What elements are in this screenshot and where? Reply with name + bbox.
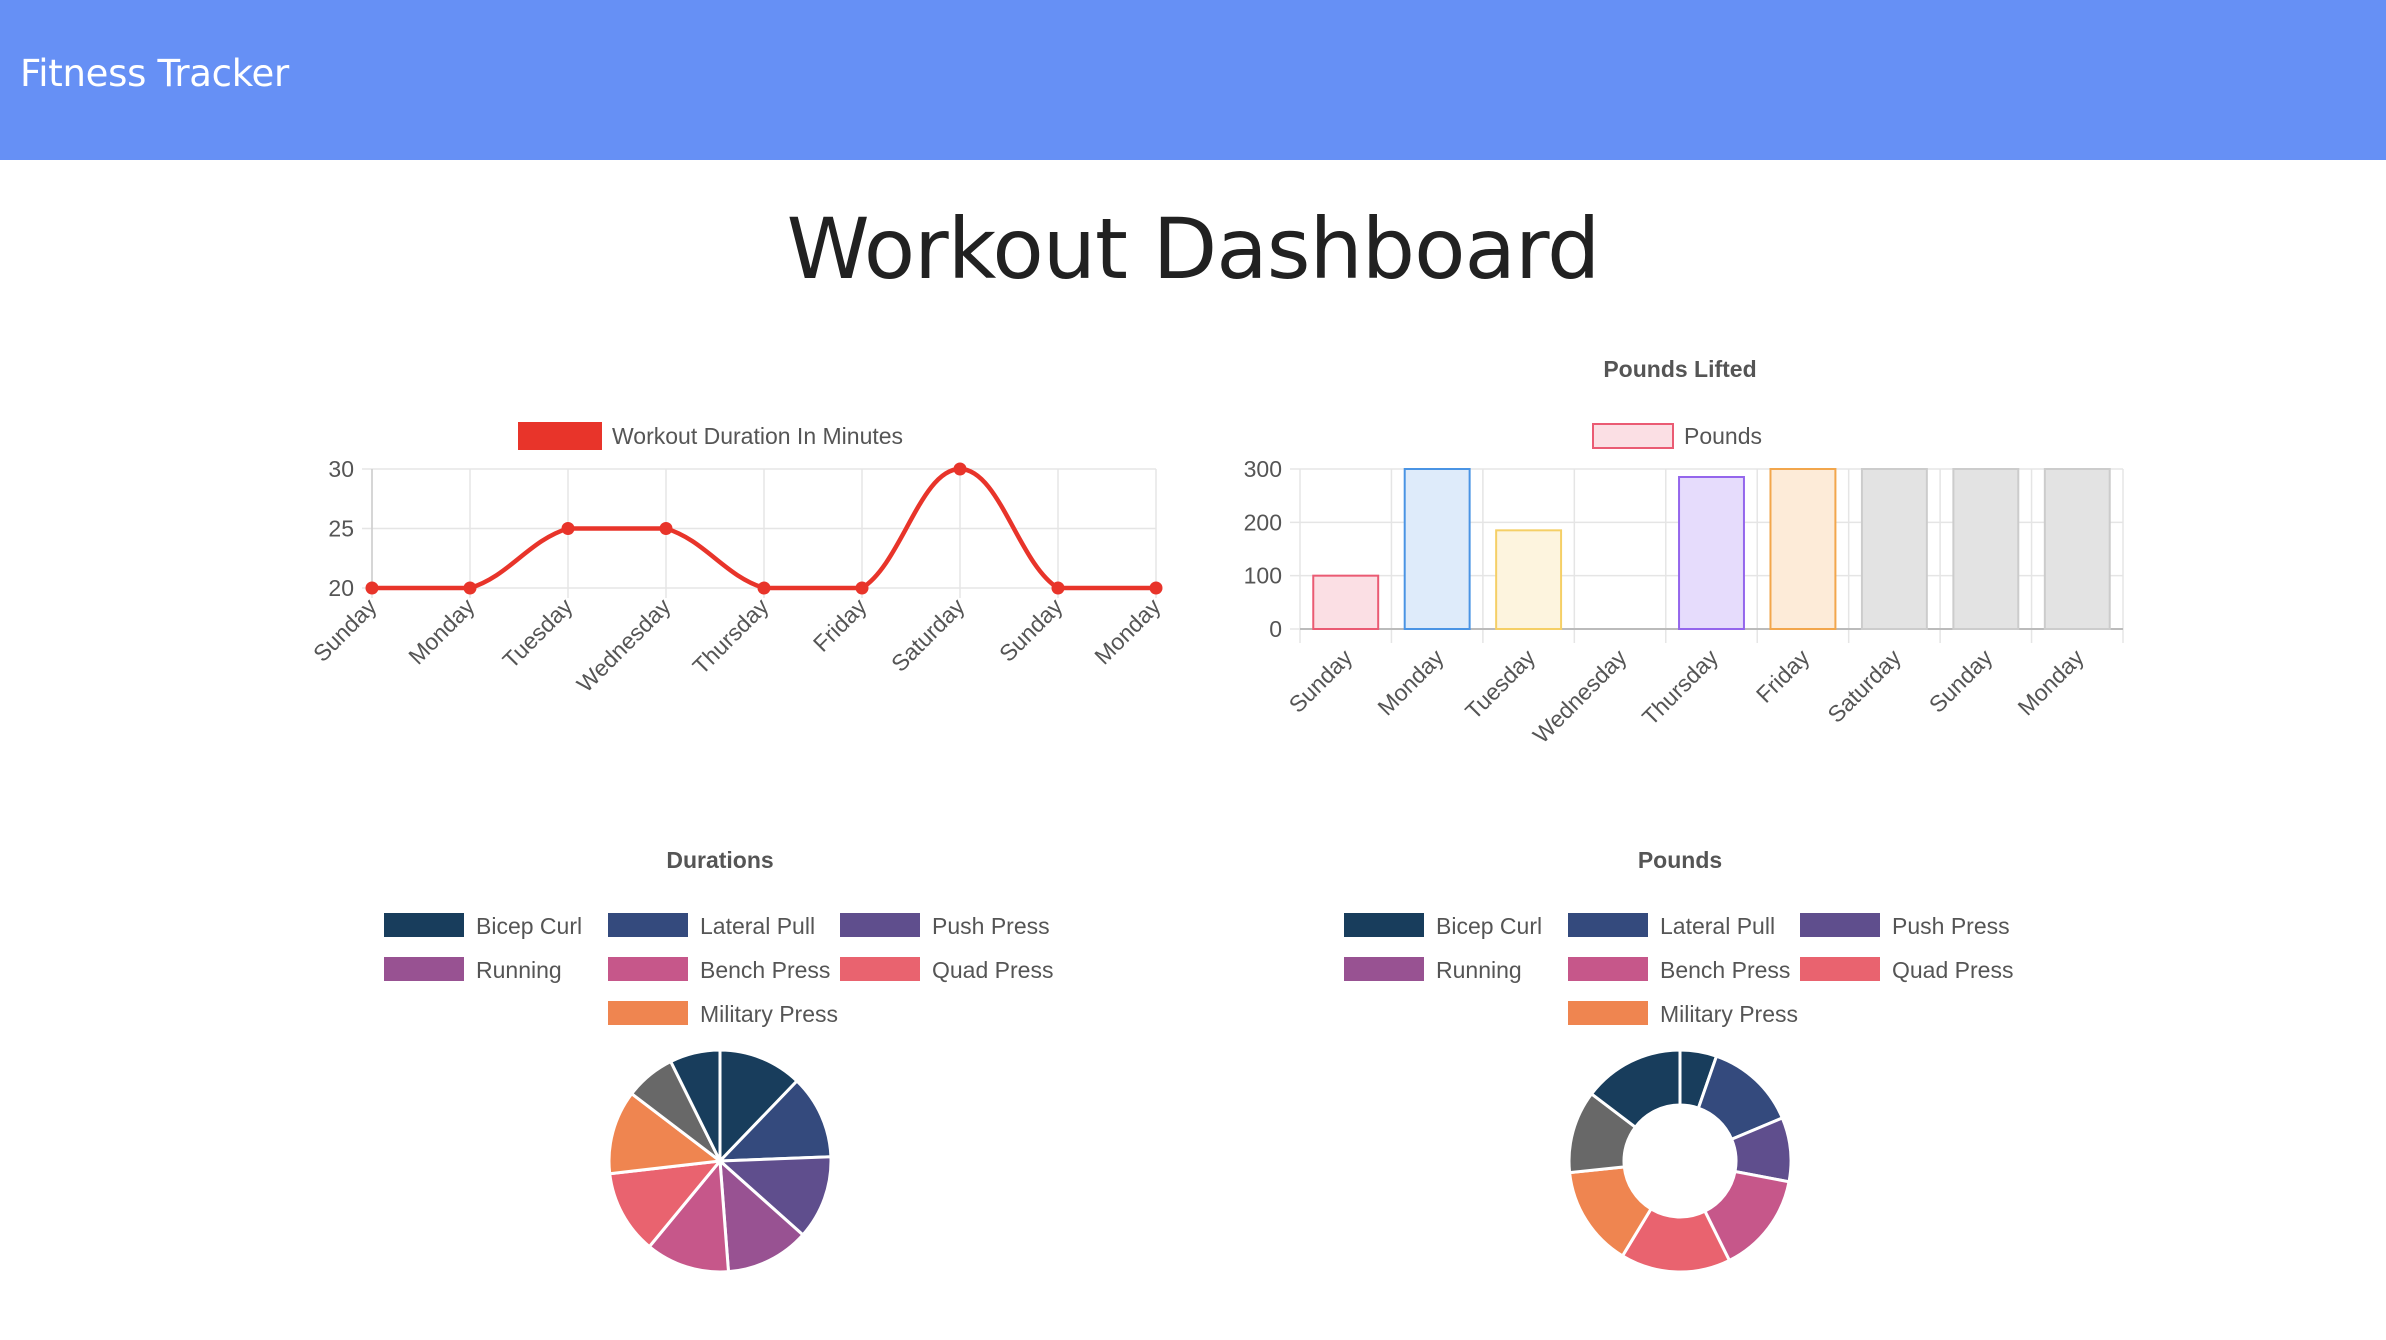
y-tick-label: 200: [1244, 509, 1282, 535]
bar[interactable]: [1952, 468, 2020, 630]
legend-swatch[interactable]: [1800, 957, 1880, 981]
legend-label: Pounds: [1684, 423, 1762, 449]
bar[interactable]: [1495, 529, 1563, 630]
slice[interactable]: [716, 1078, 833, 1163]
legend-label: Military Press: [700, 1001, 838, 1027]
series-line: [371, 466, 1156, 591]
legend-label: Quad Press: [1892, 957, 2013, 983]
legend-label: Lateral Pull: [700, 913, 815, 939]
data-point[interactable]: [561, 522, 575, 535]
bar[interactable]: [2043, 468, 2111, 630]
chart-title: Durations: [666, 847, 773, 873]
legend-swatch[interactable]: [840, 913, 920, 937]
legend-swatch[interactable]: [384, 957, 464, 981]
legend-label: Bicep Curl: [476, 913, 582, 939]
legend-swatch[interactable]: [1344, 957, 1424, 981]
navbar: Fitness Tracker: [0, 0, 2386, 160]
data-point[interactable]: [757, 581, 771, 595]
data-point[interactable]: [953, 462, 967, 476]
legend-label: Military Press: [1660, 1001, 1798, 1027]
legend-label: Quad Press: [932, 957, 1053, 983]
legend-swatch[interactable]: [518, 422, 602, 450]
y-tick-label: 100: [1244, 563, 1282, 589]
data-point[interactable]: [659, 522, 673, 535]
slice[interactable]: [607, 1091, 724, 1176]
legend-label: Bench Press: [700, 957, 830, 983]
slice[interactable]: [718, 1157, 805, 1274]
bar[interactable]: [1403, 468, 1471, 630]
legend-swatch[interactable]: [1800, 913, 1880, 937]
legend-swatch[interactable]: [384, 913, 464, 937]
navbar-brand[interactable]: Fitness Tracker: [20, 52, 289, 95]
y-tick-label: 300: [1244, 456, 1282, 482]
legend-label: Workout Duration In Minutes: [612, 423, 903, 449]
data-point[interactable]: [1149, 581, 1163, 595]
legend-swatch[interactable]: [608, 913, 688, 937]
y-tick-label: 25: [328, 516, 354, 542]
legend-label: Running: [476, 957, 562, 983]
legend-label: Lateral Pull: [1660, 913, 1775, 939]
data-point[interactable]: [463, 581, 477, 595]
slice[interactable]: [647, 1157, 731, 1274]
slice[interactable]: [1589, 1048, 1682, 1130]
bar[interactable]: [1769, 468, 1837, 630]
legend-swatch[interactable]: [1592, 423, 1674, 449]
y-tick-label: 20: [328, 575, 354, 601]
page-title: Workout Dashboard: [786, 200, 1601, 298]
bar[interactable]: [1312, 574, 1380, 631]
legend-label: Push Press: [932, 913, 1050, 939]
legend-swatch[interactable]: [840, 957, 920, 981]
slice[interactable]: [608, 1159, 724, 1249]
legend-label: Push Press: [1892, 913, 2010, 939]
legend-swatch[interactable]: [1568, 913, 1648, 937]
slice[interactable]: [668, 1048, 722, 1162]
legend-swatch[interactable]: [1568, 957, 1648, 981]
bar[interactable]: [1678, 476, 1745, 630]
chart-title: Pounds Lifted: [1603, 356, 1756, 382]
data-point[interactable]: [365, 581, 379, 595]
data-point[interactable]: [1051, 581, 1065, 595]
data-point[interactable]: [855, 581, 869, 595]
legend-swatch[interactable]: [608, 957, 688, 981]
legend-swatch[interactable]: [1568, 1001, 1648, 1025]
legend-label: Running: [1436, 957, 1522, 983]
legend-swatch[interactable]: [608, 1001, 688, 1025]
legend-label: Bicep Curl: [1436, 913, 1542, 939]
y-tick-label: 0: [1269, 616, 1282, 642]
legend-swatch[interactable]: [1344, 913, 1424, 937]
slice[interactable]: [716, 1155, 833, 1237]
legend-label: Bench Press: [1660, 957, 1790, 983]
bar[interactable]: [1860, 468, 1928, 630]
y-tick-label: 30: [328, 456, 354, 482]
chart-title: Pounds: [1638, 847, 1722, 873]
slice[interactable]: [718, 1048, 800, 1165]
